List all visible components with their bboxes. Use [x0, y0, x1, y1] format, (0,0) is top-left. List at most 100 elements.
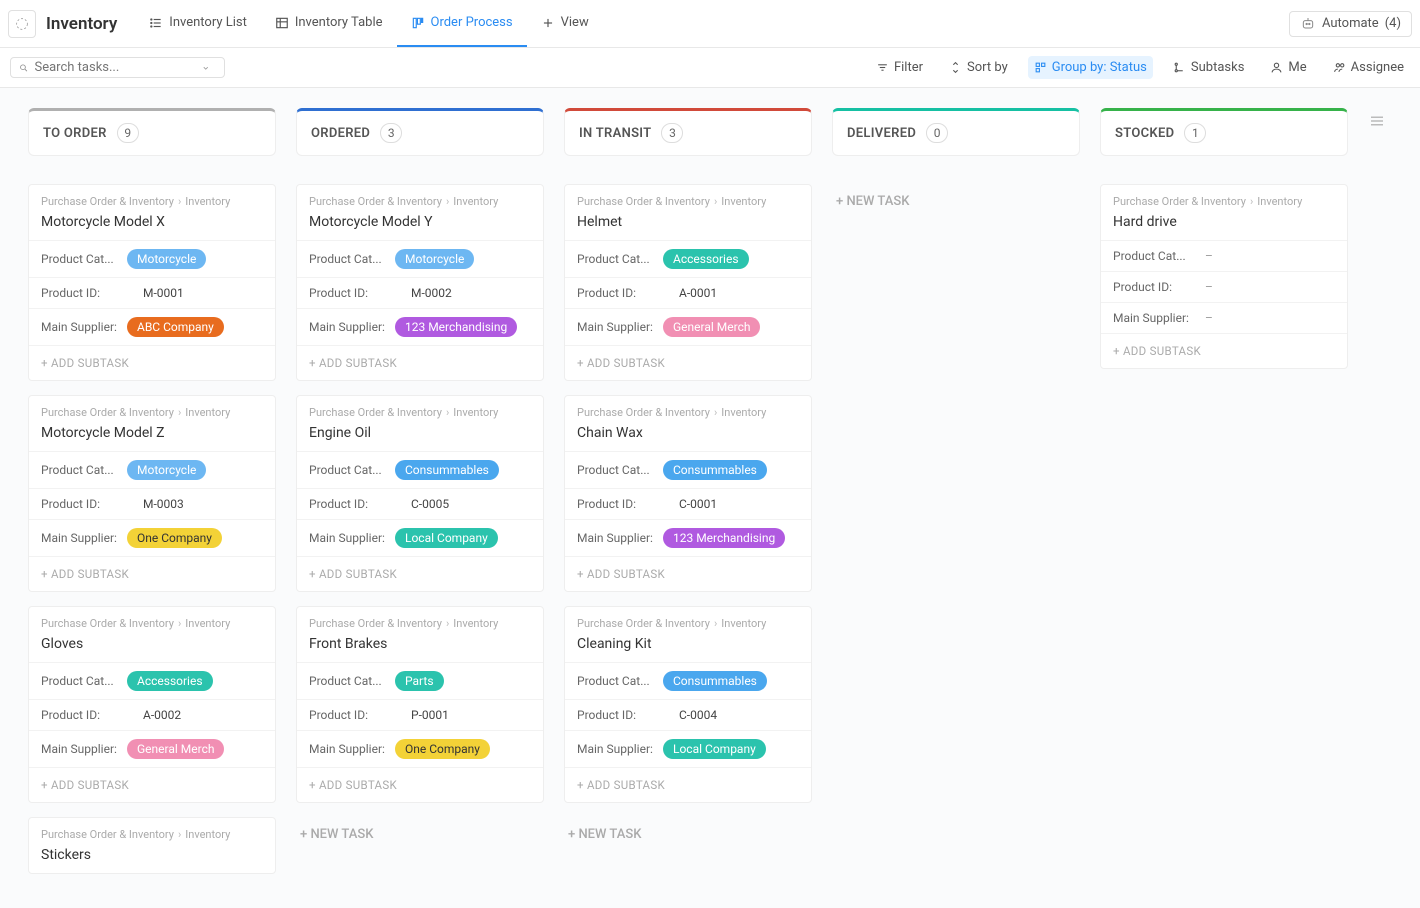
group-button[interactable]: Group by: Status — [1028, 56, 1153, 79]
breadcrumb: Purchase Order & Inventory›Inventory — [1101, 185, 1347, 212]
column-header[interactable]: ORDERED3 — [296, 108, 544, 156]
tab-inventory-list[interactable]: Inventory List — [135, 0, 261, 47]
tabs: Inventory ListInventory TableOrder Proce… — [135, 0, 602, 47]
app-icon — [8, 10, 36, 38]
field-label: Product ID: — [1113, 280, 1195, 294]
tab-view[interactable]: View — [527, 0, 603, 47]
card[interactable]: Purchase Order & Inventory›InventoryMoto… — [296, 184, 544, 381]
subtasks-button[interactable]: Subtasks — [1167, 56, 1251, 79]
field-label: Product ID: — [577, 497, 659, 511]
field-label: Main Supplier: — [577, 742, 659, 756]
new-task[interactable]: + NEW TASK — [296, 817, 544, 852]
add-subtask[interactable]: + ADD SUBTASK — [297, 345, 543, 380]
column-stocked: STOCKED1 Purchase Order & Inventory›Inven… — [1100, 108, 1348, 383]
field-label: Main Supplier: — [41, 320, 123, 334]
supplier-tag[interactable]: ABC Company — [127, 317, 224, 337]
search-icon — [19, 61, 29, 75]
search-input[interactable] — [35, 60, 201, 75]
topbar: Inventory Inventory ListInventory TableO… — [0, 0, 1420, 48]
supplier-tag[interactable]: Local Company — [663, 739, 766, 759]
category-tag[interactable]: Consummables — [395, 460, 499, 480]
new-task[interactable]: + NEW TASK — [564, 817, 812, 852]
new-task[interactable]: + NEW TASK — [832, 184, 1080, 219]
category-tag[interactable]: Consummables — [663, 671, 767, 691]
add-subtask[interactable]: + ADD SUBTASK — [29, 767, 275, 802]
supplier-tag[interactable]: One Company — [395, 739, 490, 759]
tab-order-process[interactable]: Order Process — [397, 0, 527, 47]
supplier-tag[interactable]: 123 Merchandising — [395, 317, 517, 337]
card[interactable]: Purchase Order & Inventory›InventoryGlov… — [28, 606, 276, 803]
tab-inventory-table[interactable]: Inventory Table — [261, 0, 397, 47]
category-tag[interactable]: Parts — [395, 671, 444, 691]
field-label: Product Cat... — [577, 463, 659, 477]
column-count: 3 — [661, 123, 683, 143]
card-title: Hard drive — [1101, 212, 1347, 240]
field-label: Product Cat... — [309, 252, 391, 266]
category-tag[interactable]: Consummables — [663, 460, 767, 480]
add-subtask[interactable]: + ADD SUBTASK — [565, 767, 811, 802]
field-value: – — [1199, 311, 1213, 325]
card[interactable]: Purchase Order & Inventory›InventoryEngi… — [296, 395, 544, 592]
plus-icon — [541, 16, 555, 30]
supplier-tag[interactable]: General Merch — [127, 739, 224, 759]
me-button[interactable]: Me — [1264, 56, 1312, 79]
toolbar: Filter Sort by Group by: Status Subtasks… — [0, 48, 1420, 88]
add-subtask[interactable]: + ADD SUBTASK — [565, 556, 811, 591]
category-tag[interactable]: Accessories — [663, 249, 749, 269]
product-id: M-0001 — [143, 286, 184, 300]
card-title: Motorcycle Model Y — [297, 212, 543, 240]
product-id: A-0001 — [679, 286, 717, 300]
automate-button[interactable]: Automate (4) — [1289, 11, 1412, 37]
column-in-transit: IN TRANSIT 3 Purchase Order & Inventory›In… — [564, 108, 812, 852]
card-title: Cleaning Kit — [565, 634, 811, 662]
column-title: STOCKED — [1115, 126, 1174, 141]
card[interactable]: Purchase Order & Inventory›InventoryClea… — [564, 606, 812, 803]
supplier-tag[interactable]: Local Company — [395, 528, 498, 548]
add-subtask[interactable]: + ADD SUBTASK — [297, 556, 543, 591]
category-tag[interactable]: Motorcycle — [395, 249, 474, 269]
add-subtask[interactable]: + ADD SUBTASK — [297, 767, 543, 802]
breadcrumb: Purchase Order & Inventory›Inventory — [297, 607, 543, 634]
card-title: Chain Wax — [565, 423, 811, 451]
column-title: IN TRANSIT — [579, 126, 651, 141]
add-subtask[interactable]: + ADD SUBTASK — [565, 345, 811, 380]
field-label: Product ID: — [309, 497, 391, 511]
column-header[interactable]: TO ORDER9 — [28, 108, 276, 156]
breadcrumb: Purchase Order & Inventory›Inventory — [297, 185, 543, 212]
supplier-tag[interactable]: One Company — [127, 528, 222, 548]
chevron-down-icon[interactable] — [201, 61, 211, 75]
card[interactable]: Purchase Order & Inventory›InventoryChai… — [564, 395, 812, 592]
card[interactable]: Purchase Order & Inventory›InventoryHelm… — [564, 184, 812, 381]
add-subtask[interactable]: + ADD SUBTASK — [29, 345, 275, 380]
column-header[interactable]: STOCKED1 — [1100, 108, 1348, 156]
supplier-tag[interactable]: General Merch — [663, 317, 760, 337]
column-title: DELIVERED — [847, 126, 916, 141]
category-tag[interactable]: Motorcycle — [127, 460, 206, 480]
add-subtask[interactable]: + ADD SUBTASK — [29, 556, 275, 591]
category-tag[interactable]: Motorcycle — [127, 249, 206, 269]
product-id: M-0003 — [143, 497, 184, 511]
card[interactable]: Purchase Order & Inventory›Inventory Moto… — [28, 184, 276, 381]
field-label: Product Cat... — [41, 252, 123, 266]
field-label: Main Supplier: — [577, 320, 659, 334]
search-wrap[interactable] — [10, 57, 225, 78]
automate-label: Automate — [1322, 16, 1379, 31]
assignee-button[interactable]: Assignee — [1327, 56, 1410, 79]
card-title: Front Brakes — [297, 634, 543, 662]
card[interactable]: Purchase Order & Inventory›InventoryMoto… — [28, 395, 276, 592]
sort-button[interactable]: Sort by — [943, 56, 1014, 79]
card[interactable]: Purchase Order & Inventory›InventoryHard… — [1100, 184, 1348, 369]
column-header[interactable]: DELIVERED0 — [832, 108, 1080, 156]
column-header[interactable]: IN TRANSIT 3 — [564, 108, 812, 156]
breadcrumb: Purchase Order & Inventory›Inventory — [565, 607, 811, 634]
add-subtask[interactable]: + ADD SUBTASK — [1101, 333, 1347, 368]
card[interactable]: Purchase Order & Inventory›InventoryStic… — [28, 817, 276, 874]
filter-button[interactable]: Filter — [870, 56, 929, 79]
app-title: Inventory — [46, 14, 117, 34]
add-column[interactable] — [1368, 108, 1392, 134]
card[interactable]: Purchase Order & Inventory›InventoryFron… — [296, 606, 544, 803]
breadcrumb: Purchase Order & Inventory›Inventory — [29, 185, 275, 212]
category-tag[interactable]: Accessories — [127, 671, 213, 691]
column-delivered: DELIVERED0 + NEW TASK — [832, 108, 1080, 219]
supplier-tag[interactable]: 123 Merchandising — [663, 528, 785, 548]
